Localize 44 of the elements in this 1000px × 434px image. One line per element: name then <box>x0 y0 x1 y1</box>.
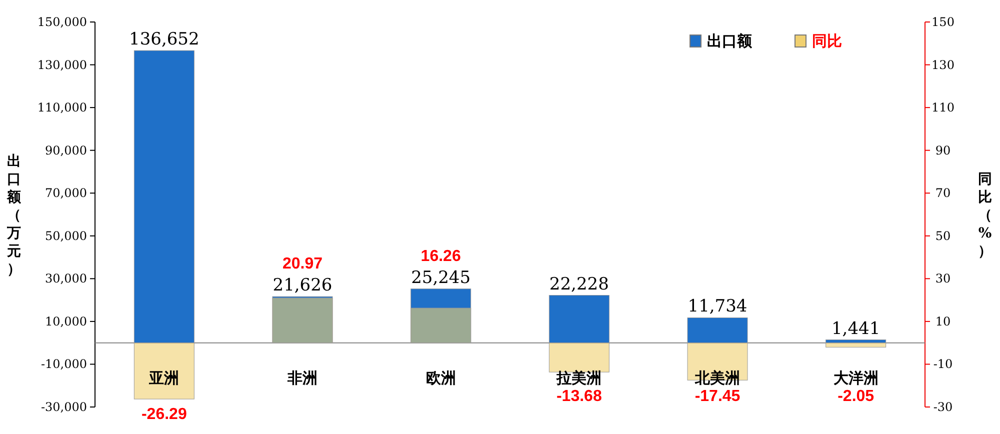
y2-tick-label: -10 <box>933 357 953 372</box>
y-axis-title: 出口额（万元） <box>6 154 22 278</box>
legend-label: 同比 <box>812 32 842 50</box>
data-label: 20.97 <box>282 256 323 273</box>
data-label: -26.29 <box>141 406 187 424</box>
y2-tick-label: 90 <box>935 143 951 158</box>
y-tick-label: 70,000 <box>45 186 87 200</box>
data-label: 25,245 <box>411 268 471 288</box>
data-label: -17.45 <box>694 388 740 405</box>
data-label: -13.68 <box>556 388 602 405</box>
bar <box>134 342 194 400</box>
x-tick-label: 欧洲 <box>426 368 456 387</box>
y-tick-label: 90,000 <box>45 143 87 158</box>
y2-tick-label: -30 <box>933 400 953 414</box>
bar <box>410 288 472 344</box>
y-tick-label: -30,000 <box>40 400 87 414</box>
y-tick-label: 150,000 <box>37 15 87 29</box>
y2-tick-label: 70 <box>935 186 951 200</box>
y-tick-label: 30,000 <box>45 272 87 286</box>
data-label: 22,228 <box>549 274 609 294</box>
data-label: 1,441 <box>831 318 880 339</box>
y-tick-label: 110,000 <box>37 100 87 115</box>
y2-tick-label: 110 <box>932 100 954 115</box>
x-tick-label: 拉美洲 <box>556 368 602 387</box>
y-tick-label: 50,000 <box>45 228 87 243</box>
data-label: 136,652 <box>129 30 200 50</box>
y-tick-label: -10,000 <box>40 357 87 372</box>
data-label: 11,734 <box>688 296 748 317</box>
y2-axis-title: 同比（%） <box>978 172 992 260</box>
y2-tick-label: 10 <box>935 314 951 328</box>
x-tick-label: 非洲 <box>286 368 318 387</box>
data-label: 21,626 <box>272 276 332 296</box>
x-tick-label: 大洋洲 <box>833 368 878 387</box>
y2-tick-label: 30 <box>935 272 951 286</box>
legend-label: 出口额 <box>707 32 753 50</box>
y2-tick-label: 130 <box>932 58 954 72</box>
x-tick-label: 北美洲 <box>694 368 740 387</box>
x-tick-label: 亚洲 <box>148 368 180 387</box>
y-tick-label: 10,000 <box>45 314 87 328</box>
y2-tick-label: 150 <box>932 15 954 29</box>
data-label: -2.05 <box>838 388 874 405</box>
y2-tick-label: 50 <box>935 228 951 243</box>
data-label: 16.26 <box>420 248 461 265</box>
y-tick-label: 130,000 <box>37 58 87 72</box>
